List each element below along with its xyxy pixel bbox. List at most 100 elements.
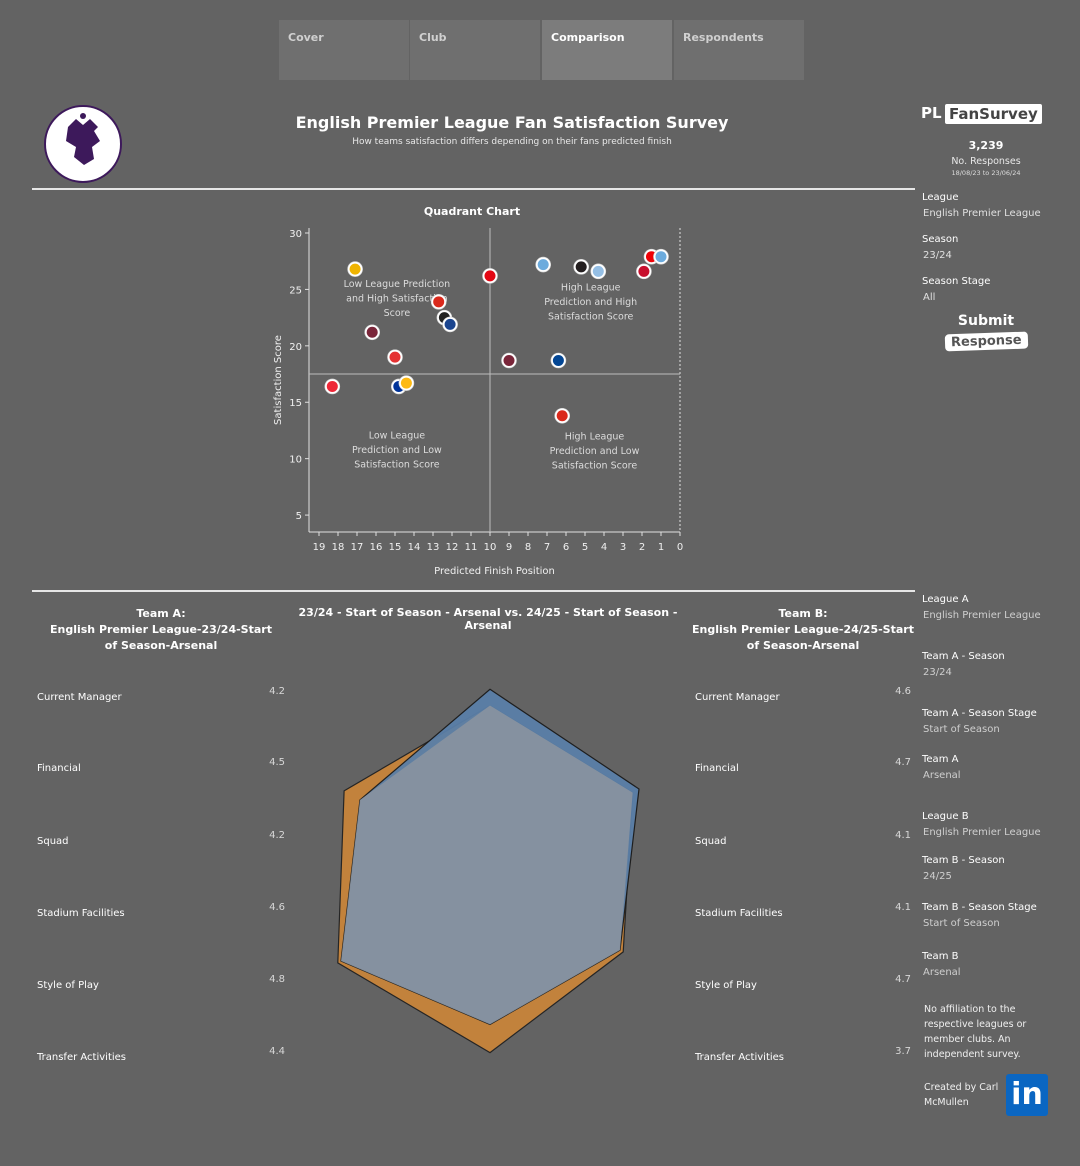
x-tick-label: 18 xyxy=(332,542,345,553)
y-tick-label: 30 xyxy=(289,229,302,240)
x-tick-label: 4 xyxy=(601,542,607,553)
quadrant-label-line: Prediction and Low xyxy=(550,446,640,457)
team-point xyxy=(501,352,517,369)
team-b-category-label: Financial xyxy=(695,763,739,774)
x-tick-label: 11 xyxy=(465,542,478,553)
league-a-value[interactable]: English Premier League xyxy=(923,610,1041,621)
brand-fansurvey: FanSurvey xyxy=(945,104,1042,124)
tab-comparison[interactable]: Comparison xyxy=(542,20,672,80)
disclaimer: No affiliation to the respective leagues… xyxy=(924,1004,1027,1060)
x-tick-label: 2 xyxy=(639,542,645,553)
y-tick-label: 15 xyxy=(289,398,302,409)
team-badge-crest-icon xyxy=(638,265,650,277)
filter-season-label: Season xyxy=(922,234,959,245)
response-count-label: No. Responses xyxy=(951,156,1021,167)
team-b-category-value: 3.7 xyxy=(895,1046,911,1057)
team-badge-crest-icon xyxy=(444,318,456,330)
team-a-value[interactable]: Arsenal xyxy=(923,770,961,781)
team-b-category-value: 4.7 xyxy=(895,974,911,985)
quadrant-chart-title: Quadrant Chart xyxy=(423,205,521,218)
team-a-category-label: Current Manager xyxy=(37,692,122,703)
team-a-name: English Premier League-23/24-Start of Se… xyxy=(50,623,272,652)
x-tick-label: 13 xyxy=(427,542,440,553)
y-tick-label: 5 xyxy=(296,511,302,522)
team-b-category-value: 4.7 xyxy=(895,757,911,768)
linkedin-icon[interactable]: in xyxy=(1006,1074,1048,1116)
quadrant-label-line: High League xyxy=(565,431,625,442)
created-by: Created by Carl McMullen xyxy=(924,1082,999,1108)
x-tick-label: 0 xyxy=(677,542,683,553)
team-b-header: Team B: English Premier League-24/25-Sta… xyxy=(688,606,918,654)
tab-respondents[interactable]: Respondents xyxy=(674,20,804,80)
quadrant-label-line: Low League xyxy=(369,430,426,441)
submit-response-button[interactable]: Submit Response xyxy=(940,313,1032,352)
quadrant-label: High League Prediction and High Satisfacti… xyxy=(544,283,637,323)
team-a-stage-value[interactable]: Start of Season xyxy=(923,724,1000,735)
team-badge-crest-icon xyxy=(537,259,549,271)
x-tick-label: 8 xyxy=(525,542,531,553)
x-tick-label: 1 xyxy=(658,542,664,553)
x-tick-label: 10 xyxy=(484,542,497,553)
team-a-category-value: 4.8 xyxy=(269,974,285,985)
tab-cover[interactable]: Cover xyxy=(279,20,409,80)
team-a-header: Team A: English Premier League-23/24-Sta… xyxy=(46,606,276,654)
filter-season-value[interactable]: 23/24 xyxy=(923,250,952,261)
x-tick-label: 9 xyxy=(506,542,512,553)
team-b-stage-value[interactable]: Start of Season xyxy=(923,918,1000,929)
team-b-category-value: 4.6 xyxy=(895,686,911,697)
quadrant-label-line: Score xyxy=(384,308,411,319)
quadrant-label-line: Prediction and High xyxy=(544,297,637,308)
brand-pl: PL xyxy=(921,104,942,122)
x-axis-title: Predicted Finish Position xyxy=(434,566,555,577)
league-a-label: League A xyxy=(922,594,969,605)
team-a-category-value: 4.2 xyxy=(269,830,285,841)
radar-title: 23/24 - Start of Season - Arsenal vs. 24… xyxy=(298,606,678,632)
team-a-category-label: Financial xyxy=(37,763,81,774)
x-tick-label: 19 xyxy=(313,542,326,553)
x-tick-label: 7 xyxy=(544,542,550,553)
team-point xyxy=(554,407,571,424)
team-b-category-label: Current Manager xyxy=(695,692,780,703)
league-b-label: League B xyxy=(922,811,969,822)
quadrant-label: Low League Prediction and Low Satisfaction… xyxy=(352,430,442,470)
team-a-category-label: Style of Play xyxy=(37,980,99,991)
quadrant-label: Low League Prediction and High Satisfacti… xyxy=(344,279,451,319)
submit-label: Submit xyxy=(957,313,1015,329)
team-b-season-label: Team B - Season xyxy=(922,855,1005,866)
x-tick-label: 17 xyxy=(351,542,364,553)
team-badge-crest-icon xyxy=(389,351,401,363)
team-b-value[interactable]: Arsenal xyxy=(923,967,961,978)
filter-season-stage-value[interactable]: All xyxy=(923,292,936,303)
radar-chart xyxy=(337,688,640,1054)
tab-club[interactable]: Club xyxy=(410,20,540,80)
response-label: Response xyxy=(944,331,1028,352)
team-point xyxy=(364,324,380,341)
x-tick-label: 14 xyxy=(408,542,421,553)
filter-league-value[interactable]: English Premier League xyxy=(923,208,1041,219)
y-tick-label: 25 xyxy=(289,285,302,296)
team-a-season-value[interactable]: 23/24 xyxy=(923,667,952,678)
team-badge-crest-icon xyxy=(503,354,515,366)
quadrant-label: High League Prediction and Low Satisfactio… xyxy=(550,431,640,471)
team-b-category-label: Transfer Activities xyxy=(695,1052,785,1063)
quadrant-label-line: High League xyxy=(561,283,621,294)
response-count: 3,239 xyxy=(968,139,1004,152)
team-b-season-value[interactable]: 24/25 xyxy=(923,871,952,882)
team-b-name: English Premier League-24/25-Start of Se… xyxy=(692,623,914,652)
team-a-season-label: Team A - Season xyxy=(922,651,1005,662)
team-point xyxy=(482,268,498,284)
quadrant-label-line: Satisfaction Score xyxy=(354,459,440,470)
team-a-category-value: 4.4 xyxy=(269,1046,285,1057)
premier-league-logo xyxy=(44,105,122,183)
team-point xyxy=(430,294,447,310)
y-axis-title: Satisfaction Score xyxy=(273,335,284,425)
team-a-category-label: Squad xyxy=(37,836,69,847)
team-badge-crest-icon xyxy=(655,251,667,263)
team-badge-crest-icon xyxy=(326,380,338,392)
team-a-category-value: 4.5 xyxy=(269,757,285,768)
league-b-value[interactable]: English Premier League xyxy=(923,827,1041,838)
team-b-stage-label: Team B - Season Stage xyxy=(922,902,1037,913)
x-tick-label: 16 xyxy=(370,542,383,553)
x-tick-label: 15 xyxy=(389,542,402,553)
